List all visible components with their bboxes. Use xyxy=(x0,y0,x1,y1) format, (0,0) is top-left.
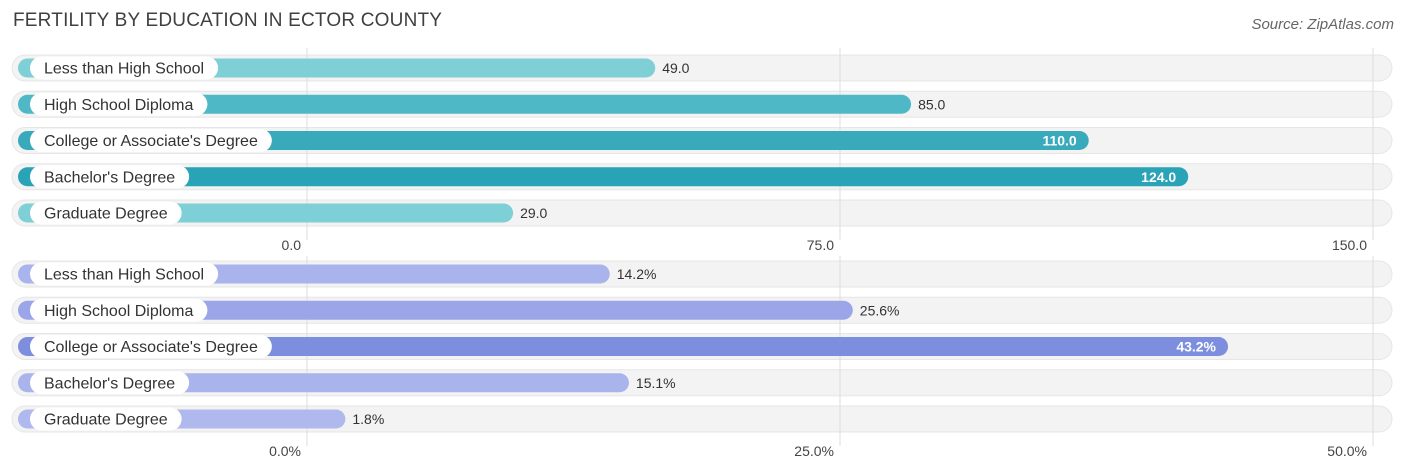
category-label: Graduate Degree xyxy=(44,412,168,429)
category-label-pill xyxy=(30,371,190,395)
category-label: High School Diploma xyxy=(44,97,194,114)
category-label: College or Associate's Degree xyxy=(44,339,258,356)
value-label: 29.0 xyxy=(520,205,547,221)
category-label: Graduate Degree xyxy=(44,206,168,223)
bar xyxy=(18,94,912,114)
category-label: College or Associate's Degree xyxy=(44,133,258,150)
value-label: 25.6% xyxy=(860,302,900,318)
category-label: Less than High School xyxy=(44,267,204,284)
chart-title: FERTILITY BY EDUCATION IN ECTOR COUNTY xyxy=(13,10,443,31)
x-tick-label: 50.0% xyxy=(1327,443,1367,459)
value-label: 49.0 xyxy=(662,60,689,76)
source-note: Source: ZipAtlas.com xyxy=(1251,16,1394,33)
category-label: High School Diploma xyxy=(44,303,194,320)
category-label-pill xyxy=(30,129,272,152)
category-label: Bachelor's Degree xyxy=(44,375,175,392)
bar xyxy=(18,337,1229,356)
category-label-pill xyxy=(30,201,182,225)
category-label-pill xyxy=(30,335,272,358)
category-label-pill xyxy=(30,56,219,80)
value-label: 14.2% xyxy=(617,266,657,282)
value-label: 85.0 xyxy=(918,96,945,112)
value-label: 1.8% xyxy=(352,411,384,427)
category-label-pill xyxy=(30,92,208,116)
bar xyxy=(18,300,853,320)
x-tick-label: 0.0 xyxy=(282,237,302,253)
category-label-pill xyxy=(30,262,219,286)
category-label-pill xyxy=(30,407,182,431)
value-label: 124.0 xyxy=(1141,169,1176,185)
value-label: 43.2% xyxy=(1176,339,1216,355)
x-tick-label: 75.0 xyxy=(807,237,834,253)
category-label: Bachelor's Degree xyxy=(44,169,175,186)
value-label: 110.0 xyxy=(1042,133,1076,149)
x-tick-label: 25.0% xyxy=(794,443,834,459)
x-tick-label: 0.0% xyxy=(269,443,301,459)
bar xyxy=(18,167,1189,187)
value-label: 15.1% xyxy=(636,375,676,391)
category-label-pill xyxy=(30,165,190,189)
bar xyxy=(18,131,1089,150)
category-label: Less than High School xyxy=(44,61,204,78)
row-track xyxy=(11,405,1393,433)
x-tick-label: 150.0 xyxy=(1332,237,1367,253)
category-label-pill xyxy=(30,298,208,322)
